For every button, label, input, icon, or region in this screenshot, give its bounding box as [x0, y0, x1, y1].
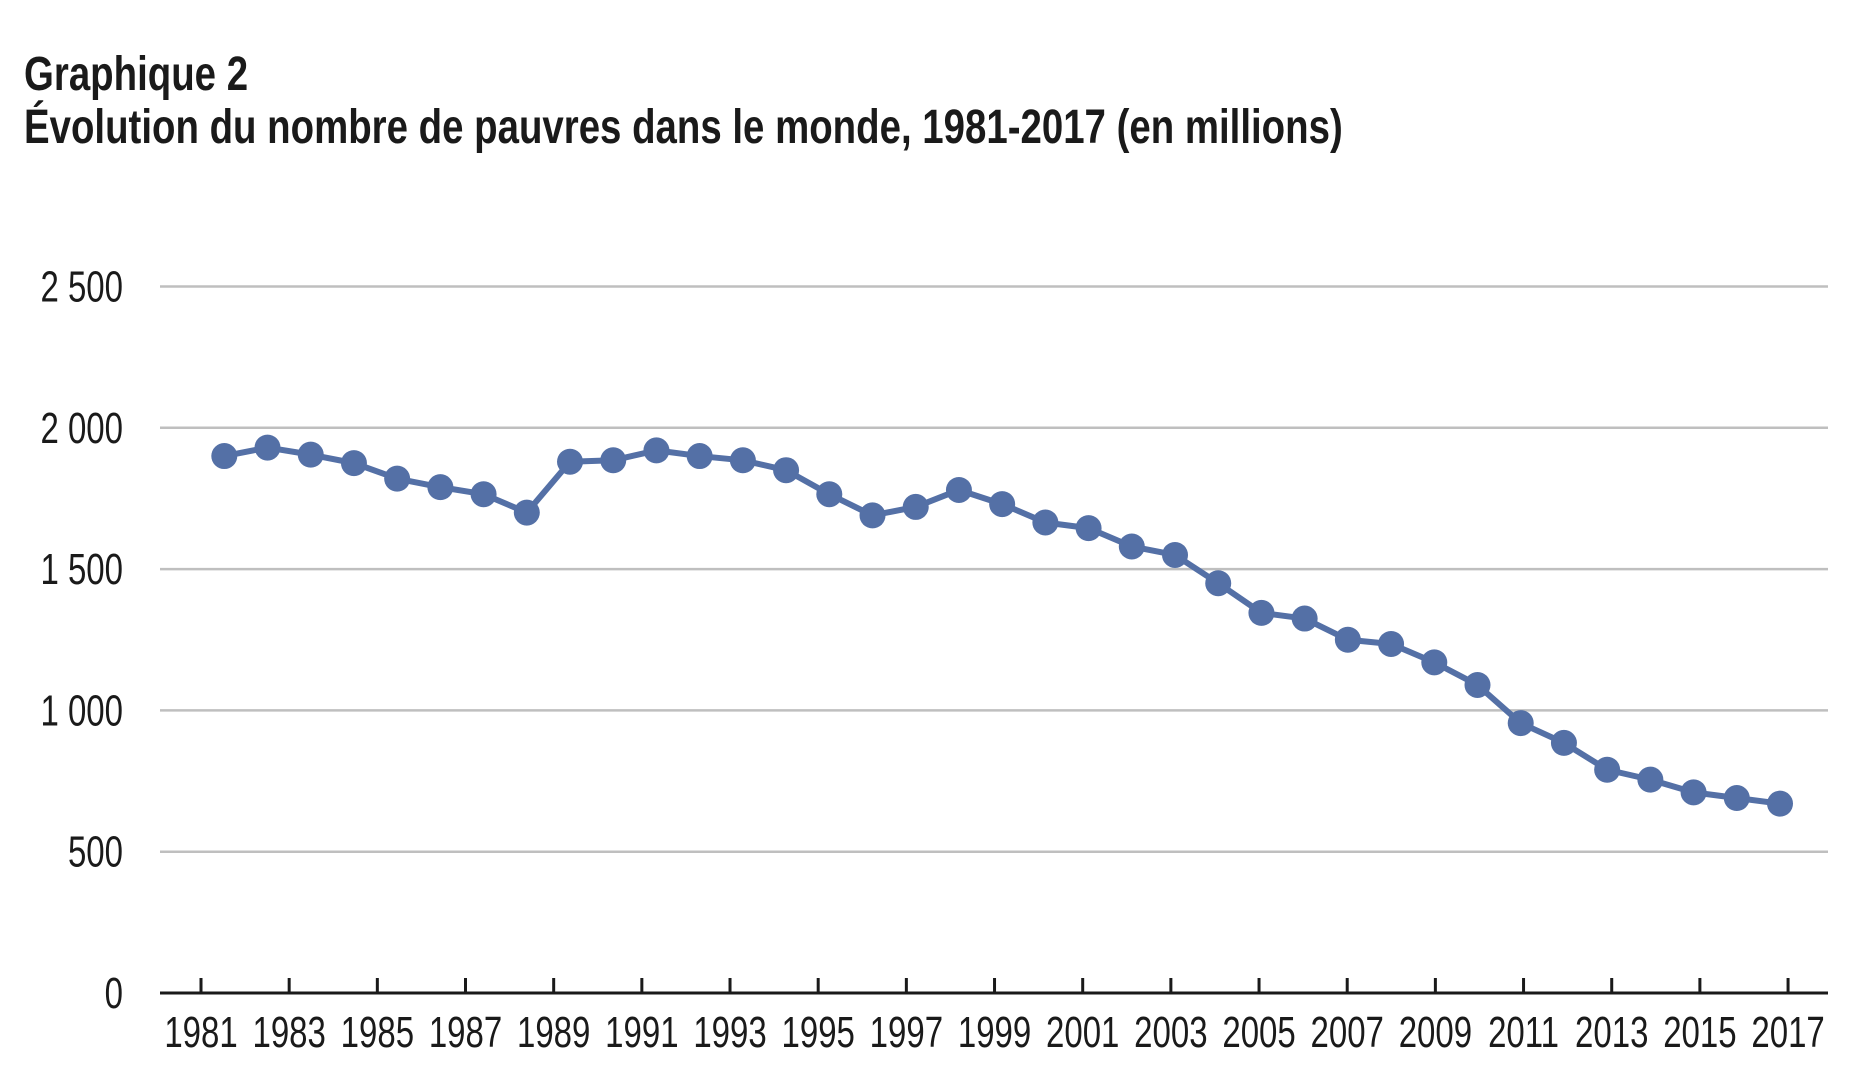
- data-point-1984: [340, 450, 367, 477]
- x-tick-label-1987: 1987: [429, 1009, 502, 1058]
- data-point-2008: [1378, 630, 1405, 657]
- data-point-2012: [1550, 729, 1577, 756]
- data-point-1985: [384, 465, 411, 492]
- data-point-1989: [557, 448, 584, 475]
- x-tick-label-2009: 2009: [1399, 1009, 1472, 1058]
- x-tick-label-1995: 1995: [781, 1009, 854, 1058]
- data-point-1983: [297, 441, 324, 468]
- data-point-2017: [1767, 790, 1794, 817]
- data-point-2014: [1637, 766, 1664, 793]
- data-point-1995: [816, 481, 843, 508]
- chart-subtitle: Évolution du nombre de pauvres dans le m…: [24, 101, 1343, 154]
- y-tick-label-0: 0: [105, 970, 123, 1019]
- data-point-2002: [1118, 533, 1145, 560]
- data-point-2011: [1507, 710, 1534, 737]
- data-point-1997: [902, 493, 929, 520]
- x-tick-label-2001: 2001: [1046, 1009, 1119, 1058]
- x-tick-label-2007: 2007: [1311, 1009, 1384, 1058]
- chart-title-block: Graphique 2 Évolution du nombre de pauvr…: [24, 48, 1343, 154]
- x-tick-label-1991: 1991: [605, 1009, 678, 1058]
- x-tick-label-1993: 1993: [693, 1009, 766, 1058]
- data-point-1982: [254, 434, 281, 461]
- y-tick-label-2500: 2 500: [40, 263, 123, 312]
- data-point-2015: [1680, 779, 1707, 806]
- data-point-1998: [945, 476, 972, 503]
- data-point-2000: [1032, 509, 1059, 536]
- x-tick-label-2015: 2015: [1663, 1009, 1736, 1058]
- data-point-2016: [1723, 785, 1750, 812]
- data-point-1992: [686, 443, 713, 470]
- x-tick-label-1999: 1999: [958, 1009, 1031, 1058]
- x-tick-label-2017: 2017: [1751, 1009, 1824, 1058]
- x-tick-label-1997: 1997: [870, 1009, 943, 1058]
- data-point-1986: [427, 474, 454, 501]
- chart-number: Graphique 2: [24, 48, 249, 101]
- data-point-2007: [1334, 626, 1361, 653]
- data-point-2009: [1421, 649, 1448, 676]
- y-tick-label-2000: 2 000: [40, 404, 123, 453]
- x-tick-label-1985: 1985: [341, 1009, 414, 1058]
- data-point-2001: [1075, 515, 1102, 542]
- x-tick-label-1983: 1983: [252, 1009, 325, 1058]
- data-point-2005: [1248, 599, 1275, 626]
- data-point-1993: [729, 447, 756, 474]
- data-point-1988: [513, 499, 540, 526]
- data-point-2003: [1162, 541, 1189, 568]
- data-point-1981: [211, 443, 238, 470]
- data-point-1990: [600, 447, 627, 474]
- y-tick-label-1000: 1 000: [40, 687, 123, 736]
- x-tick-label-2013: 2013: [1575, 1009, 1648, 1058]
- data-point-1999: [989, 491, 1016, 518]
- x-tick-label-1981: 1981: [164, 1009, 237, 1058]
- x-tick-label-2005: 2005: [1222, 1009, 1295, 1058]
- data-point-2010: [1464, 671, 1491, 698]
- x-tick-label-2011: 2011: [1488, 1009, 1559, 1058]
- data-point-1991: [643, 437, 670, 464]
- data-point-2004: [1205, 570, 1232, 597]
- data-point-2013: [1594, 756, 1621, 783]
- data-point-1987: [470, 481, 497, 508]
- x-tick-label-1989: 1989: [517, 1009, 590, 1058]
- data-point-2006: [1291, 605, 1318, 632]
- data-point-1996: [859, 502, 886, 529]
- data-point-1994: [773, 457, 800, 484]
- y-tick-label-1500: 1 500: [40, 546, 123, 595]
- y-tick-label-500: 500: [68, 828, 123, 877]
- x-tick-label-2003: 2003: [1134, 1009, 1207, 1058]
